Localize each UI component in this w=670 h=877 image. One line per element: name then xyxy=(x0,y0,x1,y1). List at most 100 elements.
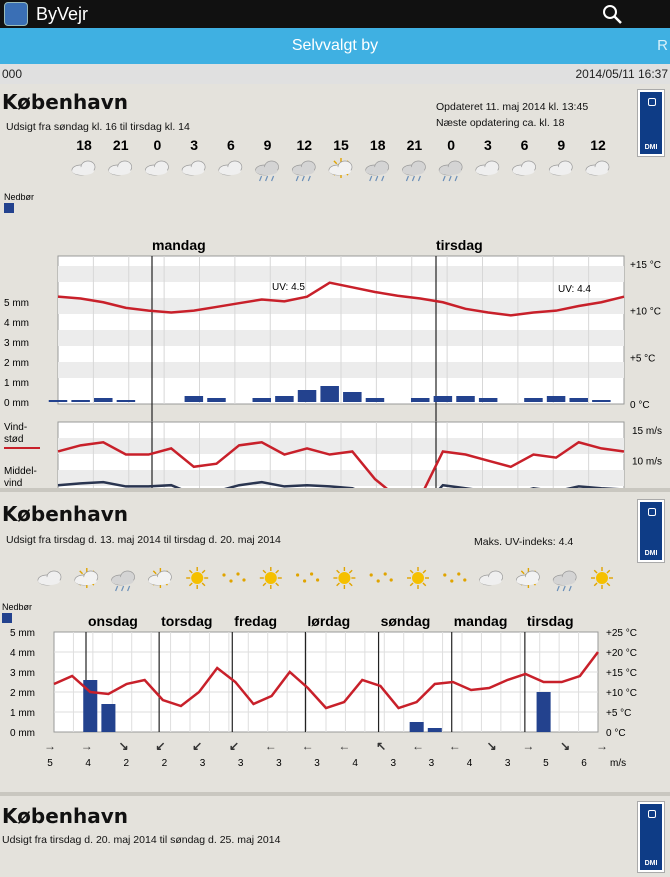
hour-label: 9 xyxy=(557,137,565,153)
mean-wind-label: vind xyxy=(4,478,22,489)
wind-speed-value: 2 xyxy=(124,758,130,769)
precip-bar xyxy=(365,398,385,402)
dmi-logo: DMI xyxy=(637,499,665,563)
hour-label: 18 xyxy=(370,137,386,153)
day-label: mandag xyxy=(152,237,206,253)
wind-speed-value: 3 xyxy=(314,758,320,769)
rain-cloud-icon xyxy=(402,160,426,182)
forecast-subtitle: Udsigt fra tirsdag d. 13. maj 2014 til t… xyxy=(6,534,281,546)
precip-bar xyxy=(184,396,204,402)
day-label: tirsdag xyxy=(436,237,483,253)
wind-direction-arrow: ← xyxy=(412,739,424,753)
wind-speed-value: 4 xyxy=(467,758,473,769)
search-icon[interactable] xyxy=(600,2,624,26)
forecast-subtitle: Udsigt fra tirsdag d. 20. maj 2014 til s… xyxy=(2,834,281,846)
precip-bar xyxy=(48,400,68,402)
temp-axis-label: +5 °C xyxy=(606,708,631,719)
wind-direction-arrow: ← xyxy=(449,739,461,753)
hour-label: 6 xyxy=(227,137,235,153)
rain-cloud-icon xyxy=(111,570,135,592)
precip-bar xyxy=(116,400,136,402)
forecast-card-long[interactable]: København Udsigt fra tirsdag d. 20. maj … xyxy=(0,796,670,877)
app-logo-icon[interactable] xyxy=(4,2,28,26)
cloud-icon xyxy=(479,570,503,586)
city-name: København xyxy=(2,804,129,828)
cloud-icon xyxy=(548,160,573,176)
rain-cloud-icon xyxy=(438,160,463,182)
sun-cloud-icon xyxy=(328,158,353,178)
precip-bar xyxy=(275,396,294,402)
wind-direction-arrow: ↘ xyxy=(487,739,497,753)
hour-label: 9 xyxy=(264,137,272,153)
wind-direction-arrow: → xyxy=(596,739,608,753)
day-label: tirsdag xyxy=(527,613,574,629)
precip-bar xyxy=(536,692,551,732)
hour-label: 18 xyxy=(76,137,92,153)
city-name: København xyxy=(2,502,129,526)
precip-legend-swatch xyxy=(2,613,12,623)
wind-speed-value: 3 xyxy=(391,758,397,769)
precip-bar xyxy=(320,386,339,402)
wind-speed-value: 6 xyxy=(581,758,587,769)
precip-axis-label: 0 mm xyxy=(4,398,29,409)
precip-bar xyxy=(297,390,317,402)
sun-cloud-icon xyxy=(148,568,172,588)
sun-cloud-icon xyxy=(516,568,540,588)
hour-label: 21 xyxy=(113,137,129,153)
uv-label: UV: 4.5 xyxy=(272,282,305,293)
wind-direction-arrow: ↙ xyxy=(229,739,239,753)
precip-axis-label: 2 mm xyxy=(4,358,29,369)
precip-bar xyxy=(427,728,442,732)
day-label: torsdag xyxy=(161,613,212,629)
info-left: 000 xyxy=(2,67,23,81)
hour-label: 12 xyxy=(590,137,606,153)
precip-axis-label: 4 mm xyxy=(10,648,35,659)
precip-bar xyxy=(71,400,90,402)
tab-next[interactable]: R xyxy=(657,37,668,54)
day-label: lørdag xyxy=(307,613,350,629)
temp-axis-label: +5 °C xyxy=(630,353,655,364)
cloud-icon xyxy=(108,160,133,176)
temperature-line xyxy=(57,281,625,317)
wind-direction-arrow: ↖ xyxy=(376,739,386,753)
wind-unit: m/s xyxy=(610,758,626,769)
forecast-card-2day[interactable]: København Udsigt fra søndag kl. 16 til t… xyxy=(0,84,670,512)
precip-bar xyxy=(252,398,272,402)
forecast-card-week[interactable]: København Udsigt fra tirsdag d. 13. maj … xyxy=(0,492,670,792)
dmi-logo: DMI xyxy=(637,89,665,157)
card-divider xyxy=(0,488,670,492)
rain-cloud-icon xyxy=(365,160,390,182)
app-bar: ByVejr xyxy=(0,0,670,28)
temp-axis-label: +15 °C xyxy=(630,260,661,271)
cloud-icon xyxy=(145,160,169,176)
wind-direction-arrow: → xyxy=(44,739,56,753)
moon-stars-icon xyxy=(296,572,320,583)
rain-cloud-icon xyxy=(291,160,316,182)
forecast-subtitle: Udsigt fra søndag kl. 16 til tirsdag kl.… xyxy=(6,121,190,133)
cloud-icon xyxy=(475,160,500,176)
cloud-icon xyxy=(512,160,536,176)
day-label: mandag xyxy=(454,613,508,629)
rain-cloud-icon xyxy=(255,160,279,182)
temp-axis-label: 0 °C xyxy=(606,728,626,739)
wind-speed-value: 5 xyxy=(47,758,53,769)
precip-bar xyxy=(101,704,116,732)
tab-selvvalgt-by[interactable]: Selvvalgt by xyxy=(291,37,379,54)
precip-axis-label: 2 mm xyxy=(10,688,35,699)
cloud-icon xyxy=(71,160,96,176)
next-update-text: Næste opdatering ca. kl. 18 xyxy=(436,117,565,129)
gust-line xyxy=(57,440,625,499)
wind-direction-arrow: ← xyxy=(302,739,314,753)
temperature-line xyxy=(53,651,599,710)
precip-axis-label: 5 mm xyxy=(10,628,35,639)
sun-icon xyxy=(333,567,356,589)
precip-bar xyxy=(456,396,475,402)
precip-bar xyxy=(207,398,226,402)
temp-axis-label: +10 °C xyxy=(606,688,637,699)
temp-axis-label: +15 °C xyxy=(606,668,637,679)
wind-speed-value: 3 xyxy=(276,758,282,769)
precip-label: Nedbør xyxy=(2,602,32,612)
forecast-chart-week: Nedbør onsdag torsdag fredag lørdag søndag man… xyxy=(2,567,637,769)
precip-axis-label: 4 mm xyxy=(4,318,29,329)
hour-label: 0 xyxy=(154,137,162,153)
